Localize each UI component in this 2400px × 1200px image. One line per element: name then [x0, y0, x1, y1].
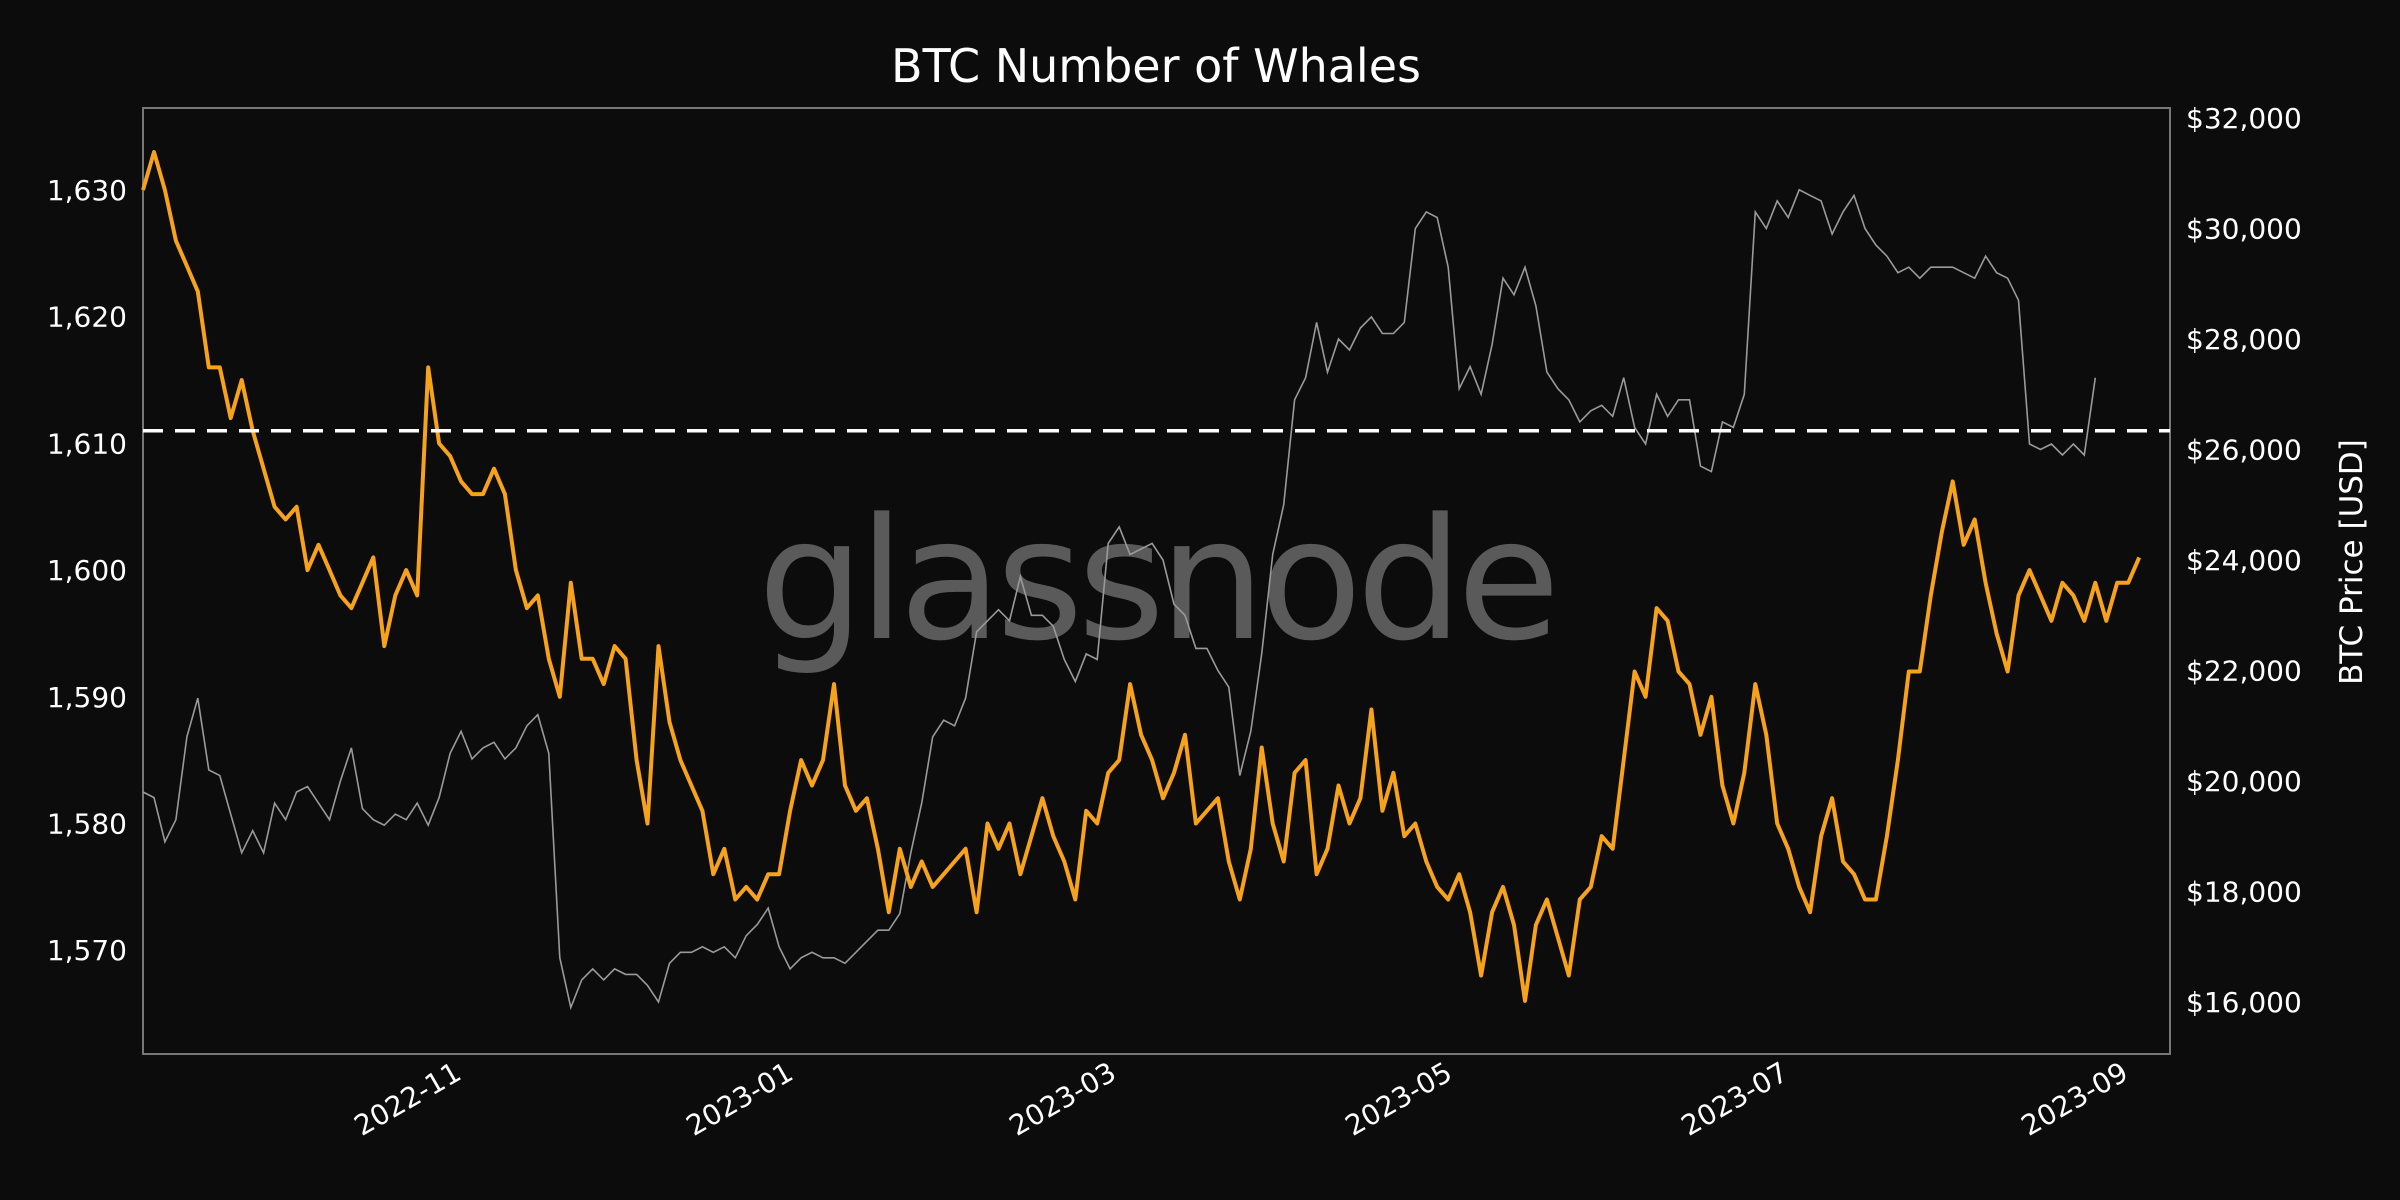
right-tick-label: $26,000 — [2186, 434, 2302, 467]
left-tick-label: 1,570 — [47, 934, 127, 967]
right-tick-label: $24,000 — [2186, 544, 2302, 577]
right-tick-label: $16,000 — [2186, 986, 2302, 1019]
left-tick-label: 1,590 — [47, 681, 127, 714]
x-axis: 2022-11 2023-01 2023-03 2023-05 2023-07 2023-… — [349, 1055, 2134, 1142]
left-tick-label: 1,580 — [47, 808, 127, 841]
right-axis-label: BTC Price [USD] — [2334, 439, 2370, 685]
whales-line — [141, 150, 2142, 1003]
right-tick-label: $32,000 — [2186, 102, 2302, 135]
right-y-axis: $16,000 $18,000 $20,000 $22,000 $24,000 $26,0… — [2186, 102, 2302, 1019]
right-tick-label: $22,000 — [2186, 655, 2302, 688]
x-tick-label: 2023-05 — [1340, 1055, 1458, 1142]
right-tick-label: $30,000 — [2186, 213, 2302, 246]
right-tick-label: $18,000 — [2186, 876, 2302, 909]
right-tick-label: $28,000 — [2186, 323, 2302, 356]
x-tick-label: 2023-03 — [1004, 1055, 1122, 1142]
btc-price-line — [142, 188, 2097, 1011]
x-tick-label: 2023-09 — [2016, 1055, 2134, 1142]
left-y-axis: 1,570 1,580 1,590 1,600 1,610 1,620 1,630 — [47, 174, 127, 967]
left-tick-label: 1,630 — [47, 174, 127, 207]
glassnode-watermark: glassnode — [758, 482, 1555, 678]
left-tick-label: 1,610 — [47, 427, 127, 460]
left-tick-label: 1,620 — [47, 301, 127, 334]
plot-area — [142, 107, 2171, 1055]
chart-title: BTC Number of Whales — [891, 39, 1421, 93]
x-tick-label: 2022-11 — [349, 1055, 467, 1142]
x-tick-label: 2023-01 — [681, 1055, 799, 1142]
left-tick-label: 1,600 — [47, 554, 127, 587]
right-tick-label: $20,000 — [2186, 765, 2302, 798]
x-tick-label: 2023-07 — [1676, 1055, 1794, 1142]
